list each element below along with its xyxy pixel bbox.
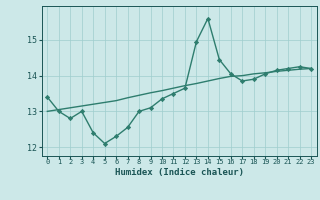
X-axis label: Humidex (Indice chaleur): Humidex (Indice chaleur) bbox=[115, 168, 244, 177]
